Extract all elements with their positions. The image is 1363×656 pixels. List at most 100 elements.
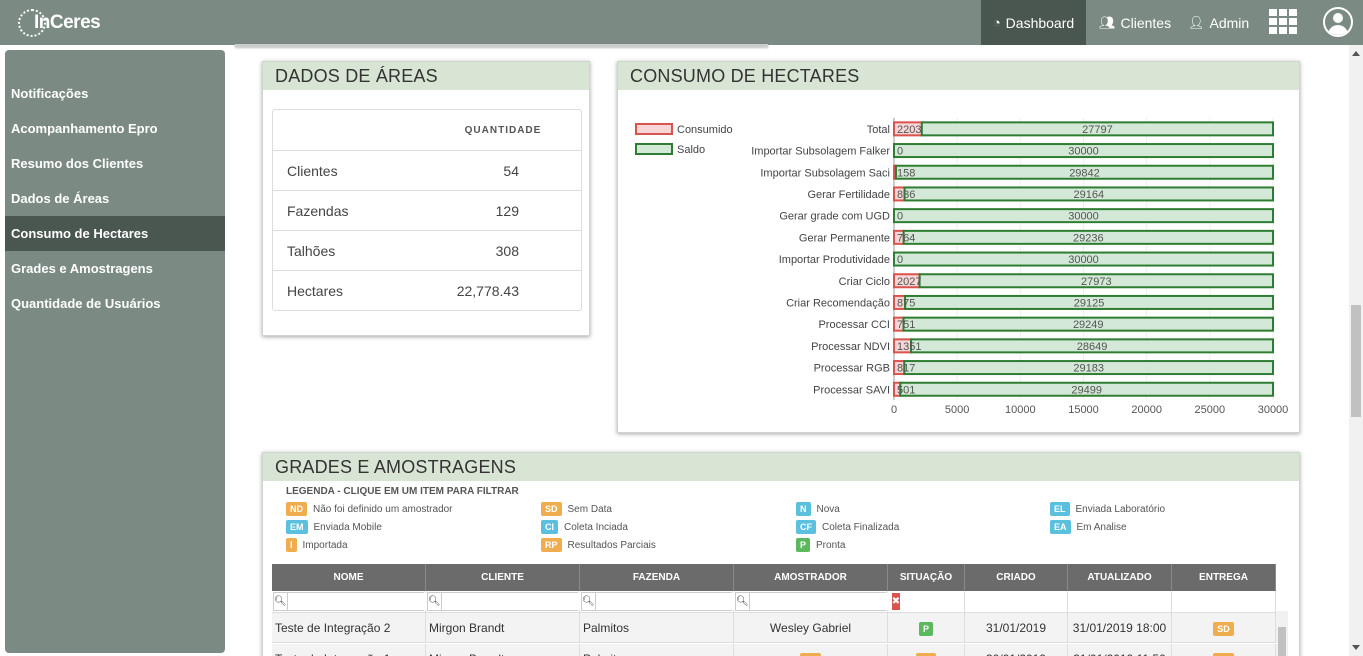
- col-atualizado[interactable]: ATUALIZADO: [1068, 564, 1172, 591]
- search-icon: 🔍︎: [274, 593, 288, 610]
- col-situacao[interactable]: SITUAÇÃO: [888, 564, 965, 591]
- category-label: Importar Subsolagem Falker: [751, 146, 890, 158]
- sidebar-item-dados-areas[interactable]: Dados de Áreas: [11, 191, 110, 206]
- legend-item-el[interactable]: EL Enviada Laboratório: [1050, 502, 1165, 516]
- sidebar-item-quantidade-usuarios[interactable]: Quantidade de Usuários: [11, 296, 161, 311]
- filter-fazenda: 🔍︎✖: [580, 591, 747, 613]
- legend-item-ci[interactable]: CI Coleta Inciada: [541, 520, 628, 534]
- cell-criado: 30/01/2019: [965, 644, 1068, 656]
- legend-badge: EM: [286, 520, 308, 534]
- legend-badge: CF: [796, 520, 816, 534]
- legend-badge: N: [796, 502, 811, 516]
- table-scrollbar[interactable]: [1276, 611, 1288, 656]
- filter-amostrador-input[interactable]: [749, 593, 892, 610]
- nav-clientes[interactable]: 👥︎ Clientes: [1099, 0, 1171, 45]
- legend-item-ea[interactable]: EA Em Analise: [1050, 520, 1127, 534]
- data-label-consumido: 836: [897, 189, 915, 201]
- legend-item-p[interactable]: P Pronta: [796, 538, 845, 552]
- legend-item-nd[interactable]: ND Não foi definido um amostrador: [286, 502, 453, 516]
- col-cliente[interactable]: CLIENTE: [426, 564, 580, 591]
- grades-panel: GRADES E AMOSTRAGENS LEGENDA - CLIQUE EM…: [262, 452, 1300, 656]
- data-label-saldo: 29125: [1074, 297, 1105, 309]
- data-label-consumido: 0: [897, 211, 903, 223]
- data-label-consumido: 2203: [897, 124, 921, 136]
- filter-cliente-input[interactable]: [441, 593, 584, 610]
- status-badge[interactable]: P: [918, 622, 933, 636]
- table-row: Fazendas 129: [273, 190, 581, 230]
- legend-item-n[interactable]: N Nova: [796, 502, 840, 516]
- hectares-chart: 0 5000 10000 15000 20000 25000 30000 Total 2203 2…: [635, 118, 1289, 416]
- delivery-badge[interactable]: SD: [1213, 622, 1234, 636]
- legend-label: Não foi definido um amostrador: [313, 503, 453, 515]
- grades-filter-row: 🔍︎✖ 🔍︎✖ 🔍︎✖ 🔍︎✖: [272, 591, 1276, 613]
- areas-row-label: Hectares: [287, 282, 344, 299]
- grades-legend-title: LEGENDA - CLIQUE EM UM ITEM PARA FILTRAR: [286, 486, 519, 497]
- clear-icon[interactable]: ✖: [891, 593, 901, 610]
- filter-cliente: 🔍︎✖: [426, 591, 593, 613]
- legend-item-rp[interactable]: RP Resultados Parciais: [541, 538, 656, 552]
- legend-label-saldo: Saldo: [677, 144, 705, 156]
- users-icon: 👥︎: [1099, 14, 1116, 30]
- data-label-consumido: 501: [897, 384, 915, 396]
- table-scrollbar-thumb[interactable]: [1278, 627, 1286, 656]
- areas-row-value: 129: [495, 202, 519, 219]
- areas-panel-title: DADOS DE ÁREAS: [263, 62, 589, 90]
- cell-atualizado: 31/01/2019 18:00: [1068, 613, 1172, 643]
- cell-fazenda: Palmitos: [580, 644, 734, 656]
- apps-grid-icon[interactable]: [1269, 9, 1297, 35]
- table-row[interactable]: Teste de Integração 1 Mirgon Brandt Palm…: [272, 644, 1276, 656]
- x-tick-label: 30000: [1258, 404, 1289, 416]
- sidebar-item-grades-amostragens[interactable]: Grades e Amostragens: [11, 261, 153, 276]
- table-row[interactable]: Teste de Integração 2 Mirgon Brandt Palm…: [272, 613, 1276, 643]
- data-label-saldo: 27973: [1081, 276, 1112, 288]
- legend-label: Coleta Finalizada: [822, 521, 900, 533]
- legend-label-consumido: Consumido: [677, 124, 733, 136]
- bar-saldo: [902, 229, 1274, 245]
- legend-item-cf[interactable]: CF Coleta Finalizada: [796, 520, 899, 534]
- user-avatar-icon[interactable]: [1323, 7, 1353, 37]
- search-icon: 🔍︎: [582, 593, 596, 610]
- bar-saldo: [910, 338, 1274, 354]
- col-fazenda[interactable]: FAZENDA: [580, 564, 734, 591]
- nav-admin[interactable]: 👤︎ Admin: [1188, 0, 1249, 45]
- cell-atualizado: 31/01/2019 11:50: [1068, 644, 1172, 656]
- cell-situacao: SD: [888, 644, 965, 656]
- legend-item-em[interactable]: EM Enviada Mobile: [286, 520, 382, 534]
- areas-row-value: 308: [495, 242, 519, 259]
- sidebar-item-acompanhamento-epro[interactable]: Acompanhamento Epro: [11, 121, 158, 136]
- col-amostrador[interactable]: AMOSTRADOR: [734, 564, 888, 591]
- search-icon: 🔍︎: [736, 593, 750, 610]
- category-label: Gerar Permanente: [799, 232, 890, 244]
- filter-nome-input[interactable]: [287, 593, 430, 610]
- legend-badge: P: [796, 538, 811, 552]
- page-scrollbar-thumb[interactable]: [1351, 305, 1361, 417]
- col-nome[interactable]: NOME: [272, 564, 426, 591]
- legend-item-i[interactable]: I Importada: [286, 538, 348, 552]
- scroll-down-icon[interactable]: [1352, 645, 1360, 650]
- legend-badge: SD: [541, 502, 562, 516]
- data-label-saldo: 30000: [1068, 146, 1099, 158]
- category-label: Processar SAVI: [813, 384, 890, 396]
- page-scrollbar[interactable]: [1349, 45, 1363, 656]
- filter-empty: [888, 591, 965, 613]
- scroll-up-icon[interactable]: [1352, 51, 1360, 56]
- nav-dashboard[interactable]: ◔ Dashboard: [981, 0, 1086, 45]
- filter-fazenda-input[interactable]: [595, 593, 738, 610]
- legend-swatch-saldo: [635, 143, 673, 155]
- sidebar-item-consumo-hectares[interactable]: Consumo de Hectares: [5, 216, 225, 251]
- col-criado[interactable]: CRIADO: [965, 564, 1068, 591]
- bar-saldo: [903, 186, 1274, 202]
- filter-amostrador: 🔍︎ ✖: [734, 591, 901, 613]
- nav-clientes-label: Clientes: [1120, 14, 1172, 31]
- cell-amostrador: ND: [734, 644, 888, 656]
- sidebar-item-resumo-clientes[interactable]: Resumo dos Clientes: [11, 156, 144, 171]
- areas-table-header: QUANTIDADE: [273, 110, 581, 150]
- col-entrega[interactable]: ENTREGA: [1172, 564, 1276, 591]
- legend-item-sd[interactable]: SD Sem Data: [541, 502, 612, 516]
- x-tick-label: 20000: [1131, 404, 1162, 416]
- sidebar-item-notificacoes[interactable]: Notificações: [11, 86, 89, 101]
- logo[interactable]: InCeres: [18, 6, 101, 40]
- cell-nome: Teste de Integração 2: [272, 613, 426, 643]
- section-divider: [235, 44, 768, 47]
- areas-row-value: 54: [503, 162, 519, 179]
